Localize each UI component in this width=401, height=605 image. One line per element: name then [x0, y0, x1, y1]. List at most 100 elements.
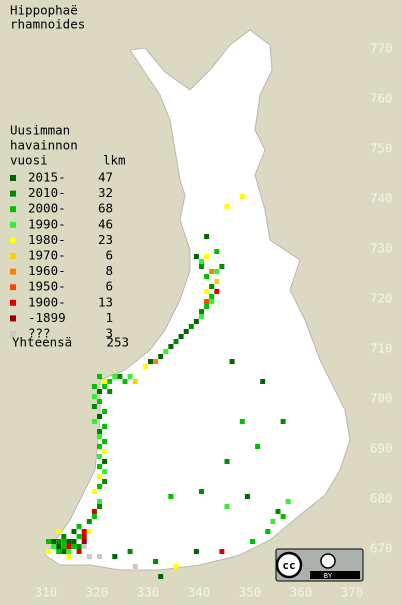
legend-swatch: [10, 175, 16, 181]
grid-square: [214, 249, 220, 254]
grid-square: [97, 414, 102, 419]
legend-swatch: [10, 315, 16, 322]
grid-square: [97, 389, 102, 394]
grid-square: [102, 384, 108, 389]
grid-square: [97, 484, 102, 489]
grid-square: [204, 234, 210, 239]
grid-square: [97, 444, 102, 449]
grid-square: [214, 269, 220, 274]
legend-count: 47: [98, 170, 113, 185]
legend-count: 32: [98, 185, 113, 200]
grid-square: [244, 494, 250, 499]
x-tick-label: 350: [239, 585, 262, 600]
grid-square: [199, 264, 204, 269]
grid-square: [132, 379, 138, 384]
x-tick-label: 320: [86, 585, 109, 600]
grid-square: [76, 534, 82, 539]
y-tick-label: 770: [370, 41, 393, 56]
grid-square: [285, 499, 291, 504]
y-tick-label: 720: [370, 291, 393, 306]
grid-square: [280, 514, 286, 519]
grid-square: [214, 289, 220, 294]
legend-label: 1970-: [28, 248, 66, 263]
grid-square: [193, 549, 199, 554]
x-tick-label: 370: [341, 585, 364, 600]
grid-square: [91, 384, 97, 389]
legend-header: Uusimman: [10, 123, 70, 138]
grid-square: [229, 359, 235, 364]
grid-square: [91, 394, 97, 399]
grid-square: [91, 419, 97, 424]
grid-square: [122, 379, 128, 384]
grid-square: [204, 289, 210, 294]
grid-square: [117, 374, 123, 379]
y-tick-label: 670: [370, 541, 393, 556]
grid-square: [209, 294, 215, 299]
grid-square: [86, 529, 92, 534]
grid-square: [209, 284, 215, 289]
grid-square: [102, 469, 108, 474]
y-tick-label: 730: [370, 241, 393, 256]
grid-square: [204, 299, 210, 304]
grid-square: [76, 549, 82, 554]
legend-swatch: [10, 299, 16, 306]
grid-square: [91, 514, 97, 519]
grid-square: [102, 439, 108, 444]
grid-square: [107, 379, 113, 384]
grid-square: [71, 544, 77, 549]
grid-square: [127, 549, 133, 554]
grid-square: [188, 324, 194, 329]
x-tick-label: 330: [137, 585, 160, 600]
grid-square: [66, 544, 72, 549]
grid-square: [91, 404, 97, 409]
grid-square: [66, 539, 72, 544]
grid-square: [97, 499, 102, 504]
grid-square: [97, 504, 102, 509]
grid-square: [280, 419, 286, 424]
legend-label: -1899: [28, 310, 66, 325]
legend-count: 8: [105, 263, 113, 278]
y-tick-label: 760: [370, 91, 393, 106]
grid-square: [199, 259, 204, 264]
grid-square: [178, 334, 184, 339]
grid-square: [102, 424, 108, 429]
grid-square: [46, 549, 51, 554]
legend-count: 6: [105, 248, 113, 263]
grid-square: [97, 474, 102, 479]
legend-count: 3: [105, 326, 113, 341]
grid-square: [51, 539, 57, 544]
legend-swatch: [10, 331, 16, 337]
license-badge: cc BY: [275, 548, 364, 582]
legend-count: 46: [98, 216, 113, 231]
grid-square: [102, 379, 108, 384]
grid-square: [214, 279, 220, 284]
grid-square: [204, 304, 210, 309]
legend-label: 1960-: [28, 263, 66, 278]
grid-square: [255, 444, 261, 449]
legend-swatch: [10, 284, 16, 291]
grid-square: [219, 264, 225, 269]
legend-count: 6: [105, 279, 113, 294]
grid-square: [127, 374, 133, 379]
title: Hippophaë: [10, 3, 78, 18]
grid-square: [81, 539, 87, 544]
grid-square: [224, 504, 230, 509]
grid-square: [193, 254, 199, 259]
grid-square: [86, 554, 92, 559]
grid-square: [224, 459, 230, 464]
grid-square: [265, 529, 271, 534]
grid-square: [102, 409, 108, 414]
grid-square: [168, 494, 174, 499]
grid-square: [61, 539, 67, 544]
grid-square: [153, 359, 159, 364]
grid-square: [112, 554, 118, 559]
grid-square: [173, 564, 179, 569]
grid-square: [158, 354, 164, 359]
y-tick-label: 690: [370, 441, 393, 456]
grid-square: [148, 359, 153, 364]
x-tick-label: 310: [35, 585, 58, 600]
legend-swatch: [10, 253, 16, 259]
grid-square: [168, 344, 174, 349]
grid-square: [153, 559, 159, 564]
grid-square: [239, 419, 245, 424]
